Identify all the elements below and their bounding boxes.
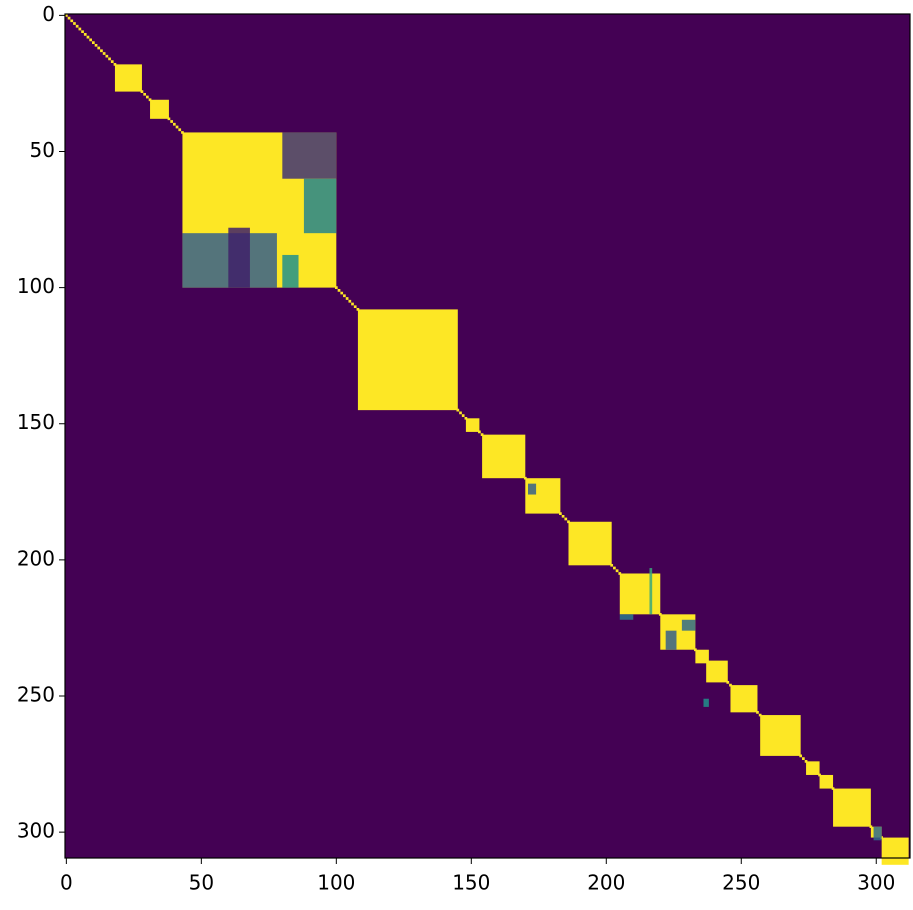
plot-frame <box>64 13 911 859</box>
block <box>695 649 709 664</box>
y-tick-label: 150 <box>17 410 55 434</box>
block <box>730 685 758 713</box>
block <box>881 837 909 865</box>
block <box>806 761 820 775</box>
block <box>760 715 801 756</box>
patch <box>282 132 337 179</box>
block <box>819 774 834 789</box>
patch <box>303 178 337 234</box>
y-tick-label: 50 <box>30 138 55 162</box>
y-tick-label: 100 <box>17 274 55 298</box>
patch <box>282 254 299 288</box>
block <box>357 309 458 411</box>
patch <box>527 483 537 495</box>
y-tick-label: 250 <box>17 683 55 707</box>
y-tick-label: 200 <box>17 546 55 570</box>
block <box>525 478 561 514</box>
block <box>619 573 661 615</box>
block <box>833 788 871 827</box>
x-tick-label: 250 <box>722 871 760 895</box>
block <box>482 434 526 479</box>
x-tick-label: 100 <box>317 871 355 895</box>
patch <box>681 619 696 631</box>
block <box>568 521 612 566</box>
x-tick-label: 300 <box>857 871 895 895</box>
y-tick-label: 0 <box>42 2 55 26</box>
patch <box>873 826 882 841</box>
block <box>706 660 728 683</box>
patch <box>665 630 677 650</box>
block <box>114 64 142 92</box>
patch <box>649 568 653 615</box>
patch <box>228 227 250 288</box>
block <box>465 418 480 432</box>
x-tick-label: 200 <box>587 871 625 895</box>
patch <box>703 698 709 707</box>
block <box>150 99 169 119</box>
block <box>660 614 696 650</box>
patch <box>619 614 634 620</box>
x-tick-label: 50 <box>189 871 214 895</box>
y-tick-label: 300 <box>17 819 55 843</box>
x-tick-label: 0 <box>60 871 73 895</box>
x-tick-label: 150 <box>452 871 490 895</box>
